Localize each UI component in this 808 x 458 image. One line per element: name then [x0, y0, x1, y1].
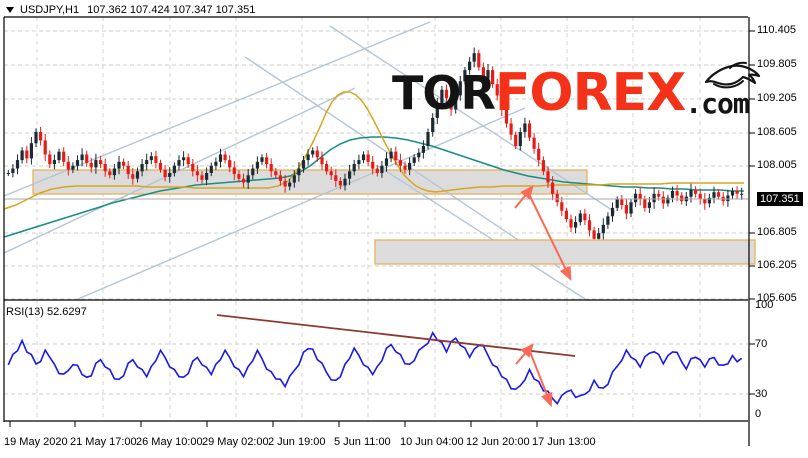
rsi-trendline [216, 314, 576, 357]
time-tick-label: 10 Jun 04:00 [400, 436, 464, 448]
price-tick-label: 105.605 [757, 292, 797, 304]
price-tick-label: 108.005 [757, 159, 797, 171]
ma-fast-line [3, 91, 744, 210]
rsi-tick-label: 30 [755, 388, 768, 400]
price-tick-label: 109.205 [757, 92, 797, 104]
support-zone [374, 239, 756, 265]
time-tick-label: 19 May 2020 [4, 436, 68, 448]
time-tick-label: 17 Jun 13:00 [532, 436, 596, 448]
logo-text-forex: FOREX [494, 63, 686, 123]
time-tick-label: 21 May 17:00 [70, 436, 137, 448]
price-tick-label: 106.805 [757, 226, 797, 238]
rsi-axis-ticks [749, 343, 755, 395]
price-grid-horizontal [4, 30, 748, 300]
price-tick-label: 109.805 [757, 58, 797, 70]
price-axis-ticks [749, 30, 755, 300]
symbol-label: USDJPY,H1 [20, 4, 80, 16]
logo-text-dotcom: .com [685, 86, 749, 120]
time-tick-label: 29 May 02:00 [202, 436, 269, 448]
bull-icon [704, 61, 761, 89]
time-tick-label: 2 Jun 19:00 [268, 436, 326, 448]
logo-text-tor: TOR [392, 66, 496, 120]
rsi-panel-bg [4, 301, 748, 422]
rsi-indicator-label: RSI(13) 52.6297 [6, 306, 87, 318]
rsi-forecast-arrows [515, 343, 553, 408]
ma-slow-line [3, 136, 744, 238]
time-tick-label: 12 Jun 20:00 [466, 436, 530, 448]
rsi-line [7, 331, 743, 405]
rsi-tick-label: 100 [755, 299, 774, 311]
rsi-tick-label: 70 [755, 338, 768, 350]
descending-channel [244, 25, 616, 300]
time-axis-ticks [9, 421, 538, 427]
price-forecast-arrows [514, 185, 572, 281]
rsi-grid-horizontal [4, 343, 748, 395]
resistance-zone [32, 169, 588, 195]
price-tick-label: 110.405 [757, 24, 796, 36]
chart-header: USDJPY,H1 107.362 107.424 107.347 107.351 [6, 4, 255, 16]
torforex-watermark: TOR FOREX .com [392, 62, 750, 124]
ohlc-values: 107.362 107.424 107.347 107.351 [87, 4, 256, 16]
time-tick-label: 26 May 10:00 [136, 436, 203, 448]
price-tick-label: 108.605 [757, 126, 797, 138]
triangle-down-icon[interactable] [6, 7, 14, 14]
price-tick-label: 106.205 [757, 259, 797, 271]
rsi-tick-label: 0 [755, 408, 762, 420]
current-price-tag: 107.351 [757, 192, 803, 206]
time-tick-label: 5 Jun 11:00 [334, 436, 391, 448]
